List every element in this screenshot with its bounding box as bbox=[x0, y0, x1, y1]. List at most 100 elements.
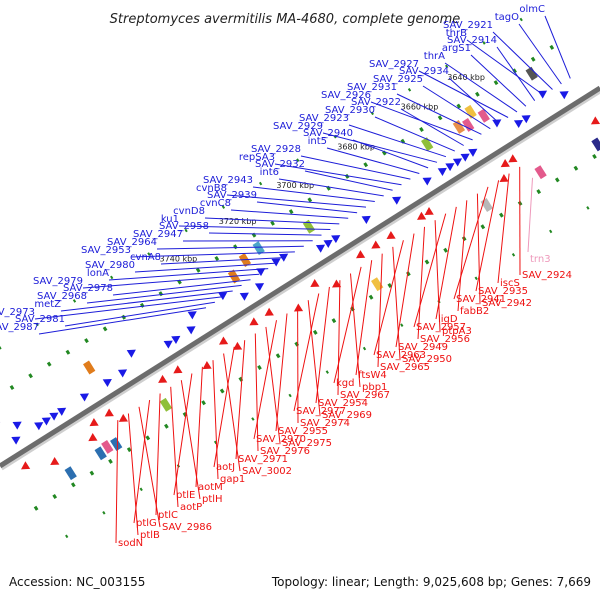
gene-feature-box bbox=[464, 104, 477, 119]
scale-tick bbox=[554, 177, 560, 183]
forward-gene-label: SAV_2934 bbox=[399, 66, 449, 77]
scale-tick bbox=[424, 259, 430, 265]
scale-tick bbox=[251, 417, 255, 421]
reverse-gene-arrow bbox=[332, 279, 342, 288]
genome-backbone bbox=[0, 85, 600, 471]
reverse-gene-labels: SAV_2924iscSSAV_2935SAV_2941SAV_2942fabB… bbox=[115, 166, 572, 549]
genome-summary: Topology: linear; Length: 9,025,608 bp; … bbox=[271, 575, 591, 589]
forward-gene-label: cvnD8 bbox=[173, 206, 205, 217]
scale-tick bbox=[139, 487, 143, 492]
scale-tick bbox=[108, 458, 113, 464]
forward-gene-label: SAV_2921 bbox=[443, 20, 493, 31]
scale-tick bbox=[28, 373, 33, 379]
scale-tick bbox=[482, 41, 486, 45]
gene-feature-box bbox=[525, 66, 538, 81]
gene-feature-box bbox=[371, 277, 384, 292]
gene-feature-box bbox=[252, 241, 265, 256]
forward-gene-arrow bbox=[171, 335, 181, 344]
scale-tick bbox=[35, 322, 39, 327]
forward-gene-leader bbox=[82, 273, 260, 289]
forward-gene-leader bbox=[256, 201, 358, 214]
scale-tick bbox=[233, 244, 238, 250]
reverse-gene-label: iscS bbox=[500, 278, 520, 289]
scale-tick bbox=[400, 323, 404, 328]
scale-tick bbox=[147, 252, 151, 256]
forward-gene-arrow bbox=[126, 349, 136, 358]
forward-gene-arrow bbox=[34, 422, 44, 431]
forward-gene-label: SAV_2939 bbox=[207, 190, 257, 201]
forward-gene-label: thrB bbox=[446, 28, 467, 39]
forward-gene-label: ku1 bbox=[161, 214, 179, 225]
forward-gene-leader bbox=[470, 54, 527, 107]
accession-label: Accession: NC_003155 bbox=[9, 575, 145, 589]
forward-gene-leader bbox=[496, 46, 536, 101]
scale-tick bbox=[0, 345, 2, 350]
forward-gene-label: thrA bbox=[424, 51, 445, 62]
scale-tick bbox=[70, 482, 76, 488]
reverse-gene-leader bbox=[307, 300, 321, 416]
reverse-gene-label: SAV_2967 bbox=[340, 390, 390, 401]
scale-tick bbox=[164, 423, 169, 429]
gene-feature-box bbox=[534, 165, 547, 180]
forward-gene-leader bbox=[422, 85, 491, 130]
scale-tick bbox=[121, 314, 127, 320]
forward-gene-label: cvnA8 bbox=[130, 252, 161, 263]
scale-tick bbox=[201, 400, 206, 406]
forward-gene-label: SAV_2980 bbox=[85, 260, 135, 271]
scale-tick bbox=[443, 247, 448, 253]
reverse-gene-label: SAV_2935 bbox=[478, 286, 528, 297]
reverse-gene-arrow bbox=[424, 206, 434, 216]
reverse-gene-arrow bbox=[417, 211, 427, 220]
scale-tick bbox=[312, 329, 318, 335]
forward-gene-label: SAV_2979 bbox=[33, 276, 83, 287]
reverse-gene-arrow bbox=[499, 173, 509, 183]
forward-gene-arrow bbox=[218, 292, 228, 301]
forward-gene-label: SAV_2958 bbox=[159, 221, 209, 232]
scale-tick bbox=[368, 294, 374, 300]
forward-gene-label: argS1 bbox=[442, 43, 471, 54]
forward-gene-arrow bbox=[437, 167, 447, 176]
scale-tick bbox=[592, 154, 597, 159]
reverse-gene-label: ligD bbox=[438, 314, 458, 325]
forward-gene-leader bbox=[466, 39, 544, 96]
reverse-gene-label: fabB2 bbox=[460, 306, 489, 317]
reverse-gene-leader bbox=[133, 400, 151, 524]
forward-gene-label: SAV_2947 bbox=[133, 229, 183, 240]
forward-gene-arrow bbox=[256, 268, 266, 277]
reverse-gene-leader bbox=[170, 386, 179, 508]
forward-gene-leader bbox=[160, 257, 287, 265]
scale-tick bbox=[219, 388, 225, 394]
scale-tick bbox=[221, 205, 226, 209]
reverse-gene-leader bbox=[212, 360, 219, 480]
forward-gene-arrow bbox=[521, 115, 531, 124]
forward-gene-label: SAV_2922 bbox=[351, 97, 401, 108]
forward-gene-arrow bbox=[239, 292, 249, 301]
scale-tick bbox=[419, 127, 424, 132]
forward-gene-leader bbox=[348, 124, 447, 158]
forward-gene-label: SAV_2932 bbox=[255, 159, 305, 170]
scale-tick bbox=[511, 252, 516, 257]
reverse-gene-label: SAV_2950 bbox=[402, 354, 452, 365]
scale-tick bbox=[275, 353, 281, 359]
reverse-gene-label: SAV_2975 bbox=[282, 438, 332, 449]
reverse-gene-label: SAV_2976 bbox=[260, 446, 310, 457]
forward-gene-label: SAV_2931 bbox=[347, 82, 397, 93]
forward-gene-label: SAV_2940 bbox=[303, 128, 353, 139]
gene-feature-box bbox=[110, 437, 123, 452]
reverse-gene-label: SAV_2970 bbox=[256, 434, 306, 445]
scale-tick bbox=[110, 275, 114, 280]
forward-gene-leader bbox=[108, 268, 269, 281]
forward-gene-arrow bbox=[315, 244, 326, 253]
reverse-gene-leader bbox=[417, 226, 425, 340]
reverse-gene-label: SAV_2963 bbox=[376, 350, 426, 361]
forward-gene-label: SAV_2923 bbox=[299, 113, 349, 124]
forward-gene-label: repSA3 bbox=[239, 152, 275, 163]
forward-gene-leader bbox=[418, 70, 509, 118]
forward-gene-leader bbox=[492, 31, 553, 90]
reverse-gene-label: ptlE bbox=[176, 490, 195, 501]
scale-tick bbox=[549, 229, 553, 234]
reverse-gene-label: aotM bbox=[198, 482, 223, 493]
forward-gene-label: olmC bbox=[519, 4, 545, 15]
scale-tick bbox=[46, 361, 52, 367]
